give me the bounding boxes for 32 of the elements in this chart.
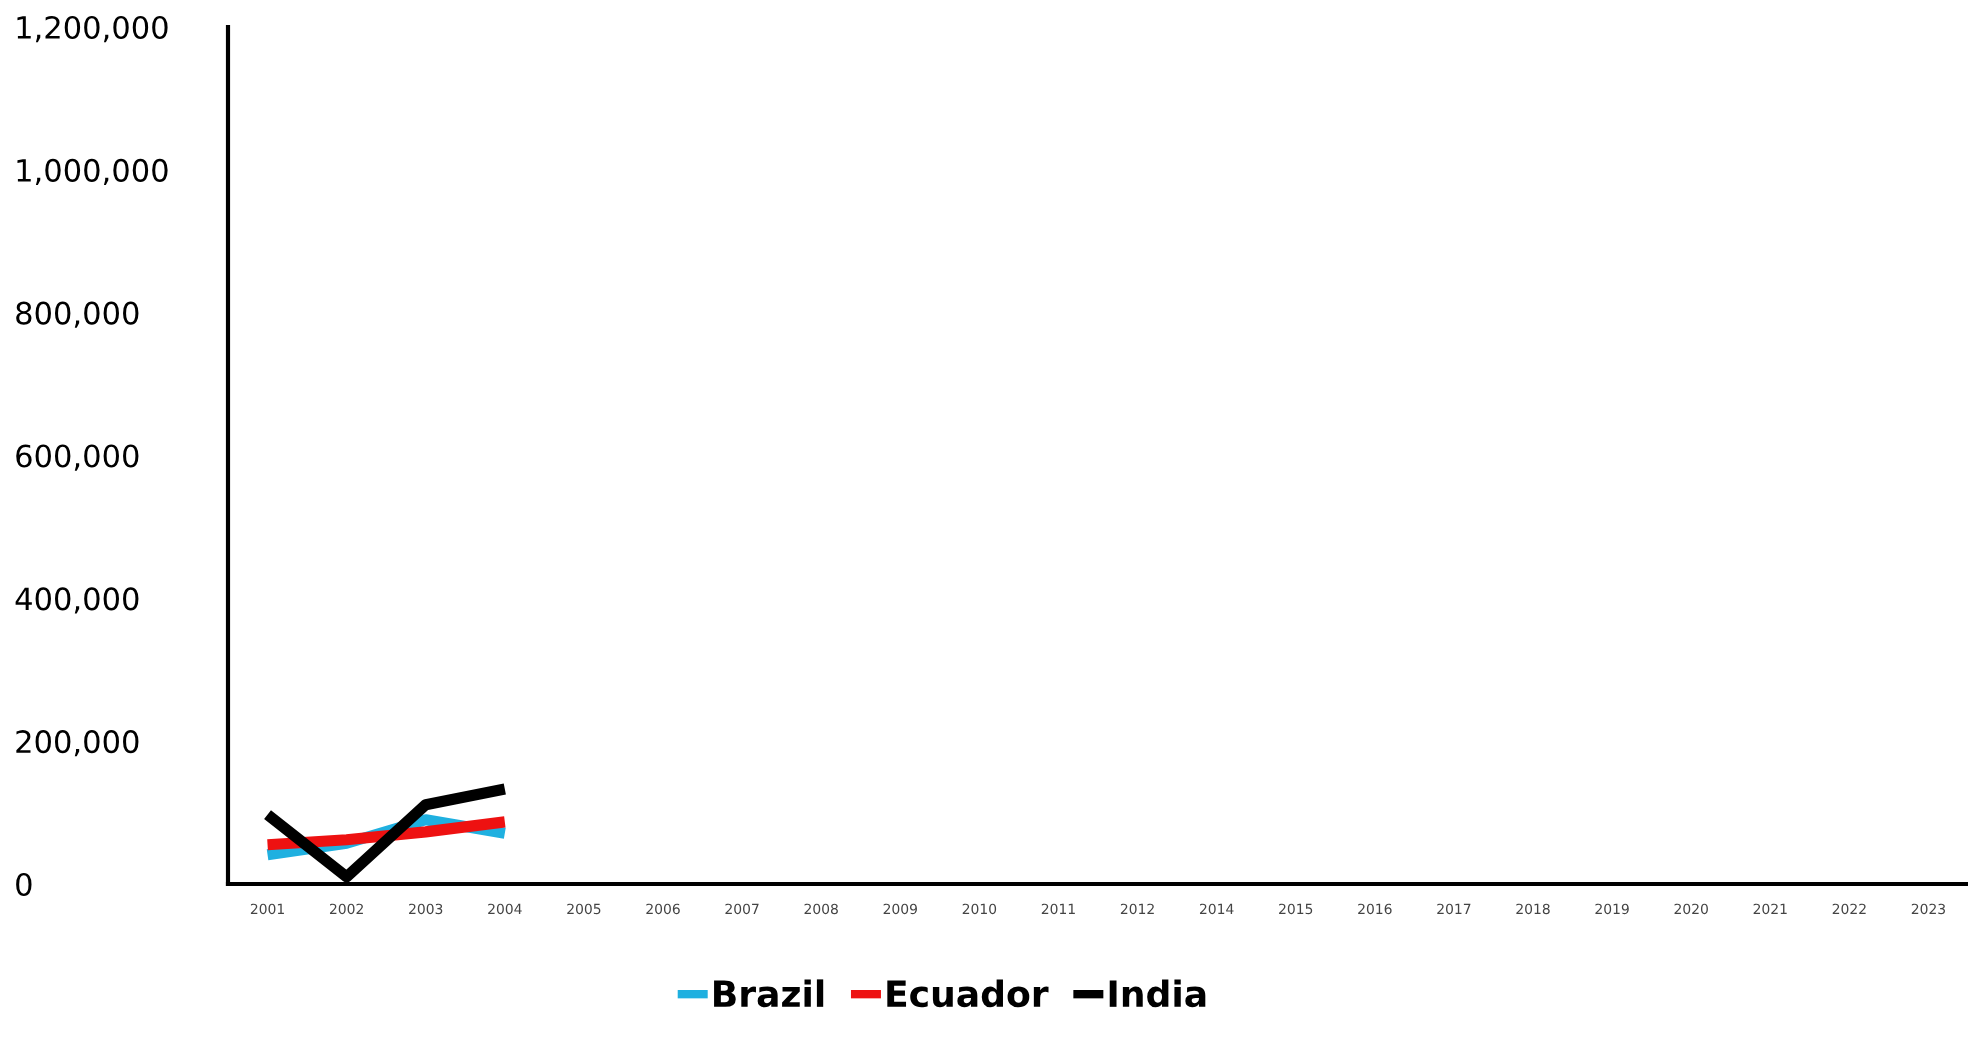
x-tick-label: 2020 bbox=[1674, 903, 1708, 915]
x-tick-label: 2007 bbox=[725, 903, 759, 915]
x-tick-label: 2002 bbox=[329, 903, 363, 915]
legend-label: Ecuador bbox=[887, 979, 1049, 1008]
x-tick-label: 2021 bbox=[1753, 903, 1787, 915]
x-tick-label: 2018 bbox=[1516, 903, 1550, 915]
x-tick-label: 2012 bbox=[1120, 903, 1154, 915]
x-tick-label: 2014 bbox=[1199, 903, 1234, 915]
y-tick-label: 1,000,000 bbox=[17, 158, 168, 185]
y-tick-label: 1,200,000 bbox=[17, 15, 168, 43]
x-tick-label: 2015 bbox=[1279, 903, 1313, 915]
legend-label: India bbox=[1109, 979, 1206, 1008]
x-tick-label: 2004 bbox=[488, 903, 522, 915]
x-tick-label: 2019 bbox=[1595, 903, 1629, 915]
x-tick-label: 2001 bbox=[250, 903, 284, 915]
y-tick-label: 0 bbox=[16, 872, 32, 897]
x-tick-label: 2022 bbox=[1832, 903, 1866, 915]
x-tick-label: 2009 bbox=[883, 903, 917, 915]
y-tick-label: 200,000 bbox=[16, 730, 139, 757]
y-tick-label: 400,000 bbox=[15, 587, 139, 614]
x-tick-label: 2005 bbox=[567, 903, 601, 915]
x-tick-label: 2011 bbox=[1041, 903, 1075, 915]
x-tick-label: 2008 bbox=[804, 903, 838, 915]
x-tick-label: 2017 bbox=[1437, 903, 1471, 915]
x-tick-label: 2016 bbox=[1358, 903, 1392, 915]
x-tick-label: 2010 bbox=[962, 903, 997, 915]
y-tick-label: 800,000 bbox=[16, 301, 139, 328]
x-tick-label: 2023 bbox=[1911, 903, 1946, 915]
x-tick-label: 2006 bbox=[646, 903, 680, 915]
legend-label: Brazil bbox=[714, 979, 824, 1008]
y-tick-label: 600,000 bbox=[16, 444, 139, 471]
x-tick-label: 2003 bbox=[409, 903, 443, 915]
